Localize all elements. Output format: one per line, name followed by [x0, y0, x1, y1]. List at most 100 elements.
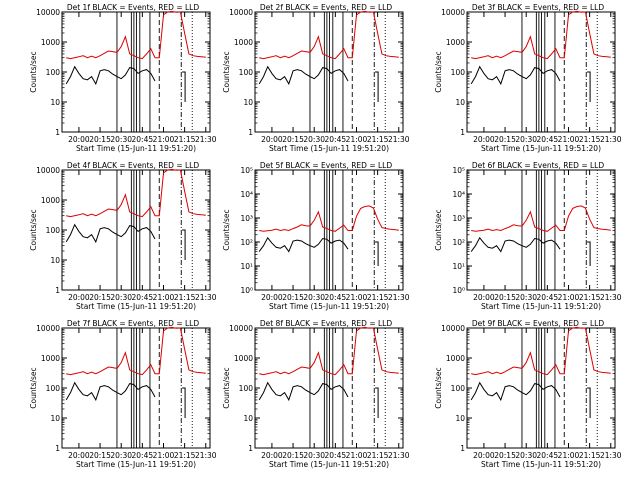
y-tick-label: 10000: [36, 8, 60, 17]
x-tick-label: 20:45: [132, 293, 154, 302]
panel-title: Det 8f BLACK = Events, RED = LLD: [260, 319, 393, 328]
y-tick-label: 10: [50, 256, 60, 265]
x-tick-label: 21:00: [558, 135, 580, 144]
x-tick-label: 20:45: [325, 293, 347, 302]
x-tick-label: 20:45: [132, 135, 154, 144]
x-tick-label: 20:45: [537, 293, 559, 302]
x-tick-label: 20:00: [473, 135, 495, 144]
y-tick-label: 10³: [240, 214, 253, 223]
panel-3: Det 3f BLACK = Events, RED = LLD 1 10 100 10…: [434, 3, 622, 153]
panel-title: Det 7f BLACK = Events, RED = LLD: [67, 319, 200, 328]
y-tick-label: 100: [239, 68, 254, 77]
x-tick-label: 20:30: [303, 135, 325, 144]
y-tick-label: 1: [248, 128, 253, 137]
x-tick-label: 21:15: [174, 135, 196, 144]
x-tick-label: 20:00: [261, 451, 283, 460]
y-tick-label: 10000: [441, 324, 465, 333]
y-tick-label: 1000: [41, 38, 60, 47]
y-tick-label: 10: [50, 98, 60, 107]
y-tick-label: 1: [460, 128, 465, 137]
x-tick-label: 20:30: [515, 451, 537, 460]
events-series-tail: [587, 241, 591, 266]
x-tick-label: 20:00: [261, 135, 283, 144]
x-tick-label: 20:30: [110, 135, 132, 144]
y-tick-label: 10: [243, 414, 253, 423]
x-tick-label: 21:15: [579, 135, 601, 144]
events-series-tail: [182, 387, 186, 418]
y-tick-label: 10: [455, 414, 465, 423]
panel-7: Det 7f BLACK = Events, RED = LLD 1 10 100 10…: [29, 319, 217, 469]
y-tick-label: 10⁴: [240, 190, 253, 199]
events-series-tail: [375, 71, 379, 102]
y-tick-label: 10⁴: [452, 190, 465, 199]
y-tick-label: 1000: [41, 354, 60, 363]
x-tick-label: 21:15: [367, 135, 389, 144]
panel-9: Det 9f BLACK = Events, RED = LLD 1 10 100 10…: [434, 319, 622, 469]
panel-title: Det 9f BLACK = Events, RED = LLD: [472, 319, 605, 328]
events-series-line: [258, 65, 349, 86]
x-axis-label: Start Time (15-Jun-11 19:51:20): [481, 144, 601, 153]
x-tick-label: 21:30: [600, 293, 622, 302]
x-tick-label: 20:15: [494, 451, 516, 460]
y-tick-label: 100: [451, 68, 466, 77]
events-series-tail: [587, 71, 591, 102]
x-tick-label: 20:45: [325, 451, 347, 460]
y-tick-label: 10000: [229, 324, 253, 333]
events-series-line: [65, 381, 156, 402]
y-tick-label: 10000: [441, 8, 465, 17]
y-tick-label: 100: [451, 384, 466, 393]
events-series-line: [470, 65, 561, 86]
x-tick-label: 20:15: [282, 293, 304, 302]
x-axis-label: Start Time (15-Jun-11 19:51:20): [481, 302, 601, 311]
x-tick-label: 21:00: [153, 293, 175, 302]
y-tick-label: 10: [50, 414, 60, 423]
y-axis-label: Counts/sec: [29, 367, 38, 408]
x-tick-label: 20:15: [494, 293, 516, 302]
x-tick-label: 21:00: [558, 451, 580, 460]
panel-title: Det 2f BLACK = Events, RED = LLD: [260, 3, 393, 12]
x-tick-label: 21:30: [600, 135, 622, 144]
x-tick-label: 20:30: [110, 451, 132, 460]
x-tick-label: 20:15: [89, 293, 111, 302]
x-tick-label: 20:00: [473, 451, 495, 460]
x-tick-label: 20:30: [110, 293, 132, 302]
events-series-tail: [375, 387, 379, 418]
y-axis-label: Counts/sec: [434, 209, 443, 250]
lld-series-line: [259, 205, 399, 232]
x-tick-label: 20:30: [303, 293, 325, 302]
y-tick-label: 100: [46, 384, 61, 393]
y-tick-label: 1: [460, 444, 465, 453]
x-tick-label: 20:45: [537, 451, 559, 460]
panel-title: Det 3f BLACK = Events, RED = LLD: [472, 3, 605, 12]
events-series-tail: [182, 229, 186, 260]
y-tick-label: 10000: [36, 166, 60, 175]
x-tick-label: 21:15: [174, 293, 196, 302]
y-axis-label: Counts/sec: [222, 209, 231, 250]
events-series-tail: [587, 387, 591, 418]
x-tick-label: 20:00: [261, 293, 283, 302]
events-series-line: [258, 236, 349, 253]
x-axis-label: Start Time (15-Jun-11 19:51:20): [76, 460, 196, 469]
x-axis-label: Start Time (15-Jun-11 19:51:20): [481, 460, 601, 469]
panel-4: Det 4f BLACK = Events, RED = LLD 1 10 100 10…: [29, 161, 217, 311]
x-tick-label: 20:15: [89, 135, 111, 144]
y-axis-label: Counts/sec: [434, 51, 443, 92]
x-tick-label: 21:30: [195, 451, 217, 460]
x-tick-label: 21:30: [388, 293, 410, 302]
x-tick-label: 21:15: [174, 451, 196, 460]
x-tick-label: 21:15: [579, 293, 601, 302]
x-tick-label: 21:00: [558, 293, 580, 302]
y-tick-label: 100: [46, 226, 61, 235]
events-series-line: [470, 236, 561, 253]
y-tick-label: 10⁰: [452, 286, 465, 295]
lld-series-line: [259, 10, 399, 60]
x-tick-label: 21:30: [388, 135, 410, 144]
y-tick-label: 10¹: [452, 262, 465, 271]
x-tick-label: 21:15: [367, 451, 389, 460]
events-series-line: [65, 223, 156, 244]
lld-series-line: [471, 205, 611, 232]
lld-series-line: [259, 326, 399, 376]
panel-title: Det 4f BLACK = Events, RED = LLD: [67, 161, 200, 170]
y-axis-label: Counts/sec: [434, 367, 443, 408]
